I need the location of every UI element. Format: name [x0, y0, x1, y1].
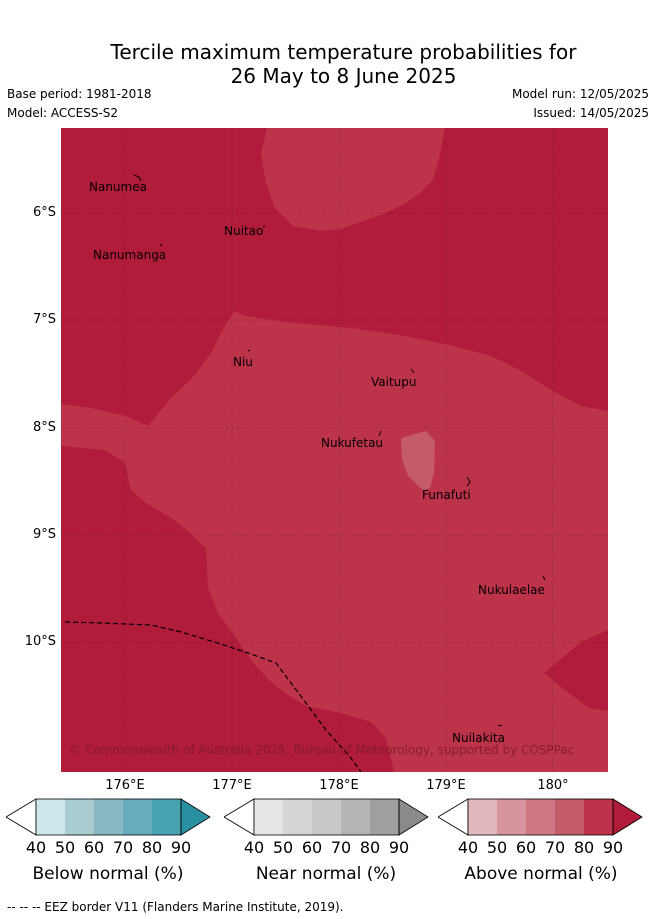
cb-near-tick-80: 80 — [359, 838, 381, 857]
cb-below-label: Below normal (%) — [32, 864, 184, 884]
chart-title: Tercile maximum temperature probabilitie… — [0, 40, 655, 88]
graticule — [61, 128, 608, 772]
lat-label-9s: 9°S — [32, 527, 56, 542]
cb-above-tick-50: 50 — [486, 838, 508, 857]
issued-date: Issued: 14/05/2025 — [533, 106, 649, 120]
cb-near-tick-60: 60 — [301, 838, 323, 857]
lon-label-177e: 177°E — [212, 778, 252, 793]
cb-above-50 — [497, 799, 526, 835]
lat-label-7s: 7°S — [32, 312, 56, 327]
above-80-north-region — [261, 128, 445, 231]
title-line-2: 26 May to 8 June 2025 — [230, 64, 457, 88]
place-label-nukufetau: Nukufetau — [321, 436, 383, 450]
cb-near-70 — [341, 799, 370, 835]
cb-above-80 — [584, 799, 613, 835]
cb-below-50 — [65, 799, 94, 835]
cb-above-tick-60: 60 — [515, 838, 537, 857]
cb-near-tick-50: 50 — [272, 838, 294, 857]
cb-below-tick-90: 90 — [170, 838, 192, 857]
model-run: Model run: 12/05/2025 — [511, 87, 649, 101]
colorbar-above-normal — [438, 798, 643, 836]
place-label-niu: Niu — [233, 355, 253, 369]
cb-above-tick-80: 80 — [573, 838, 595, 857]
cb-near-tick-40: 40 — [243, 838, 265, 857]
cb-below-tick-60: 60 — [83, 838, 105, 857]
place-label-nukulaelae: Nukulaelae — [478, 583, 545, 597]
cb-below-tick-40: 40 — [25, 838, 47, 857]
lon-label-178e: 178°E — [319, 778, 359, 793]
cb-below-80 — [152, 799, 181, 835]
place-label-nanumanga: Nanumanga — [93, 248, 166, 262]
lat-label-10s: 10°S — [24, 634, 56, 649]
cb-near-40 — [254, 799, 283, 835]
cb-below-tick-80: 80 — [141, 838, 163, 857]
cb-near-label: Near normal (%) — [255, 864, 397, 884]
eez-footer-note: -- -- -- EEZ border V11 (Flanders Marine… — [7, 900, 344, 914]
above-80-region — [61, 311, 608, 772]
cb-below-tick-50: 50 — [54, 838, 76, 857]
place-label-nuilakita: Nuilakita — [452, 731, 505, 745]
cb-above-tick-70: 70 — [544, 838, 566, 857]
cb-above-40 — [468, 799, 497, 835]
lon-label-179e: 179°E — [426, 778, 466, 793]
cb-below-60 — [94, 799, 123, 835]
above-70-patch — [401, 431, 435, 490]
cb-near-tick-90: 90 — [388, 838, 410, 857]
lon-label-180: 180° — [537, 778, 569, 793]
place-label-nanumea: Nanumea — [89, 180, 147, 194]
island-marks — [133, 174, 546, 727]
base-period: Base period: 1981-2018 — [7, 87, 152, 101]
model-name: Model: ACCESS-S2 — [7, 106, 119, 120]
cb-above-70 — [555, 799, 584, 835]
cb-near-tick-70: 70 — [330, 838, 352, 857]
cb-below-tick-70: 70 — [112, 838, 134, 857]
place-label-vaitupu: Vaitupu — [371, 375, 417, 389]
place-label-nuitao: Nuitao — [224, 224, 263, 238]
title-line-1: Tercile maximum temperature probabilitie… — [110, 40, 577, 64]
cb-above-tick-90: 90 — [602, 838, 624, 857]
lat-label-8s: 8°S — [32, 420, 56, 435]
place-label-funafuti: Funafuti — [422, 488, 471, 502]
lat-label-6s: 6°S — [32, 205, 56, 220]
cb-above-tick-40: 40 — [457, 838, 479, 857]
cb-above-label: Above normal (%) — [464, 864, 618, 884]
cb-near-80 — [370, 799, 399, 835]
cb-below-70 — [123, 799, 152, 835]
cb-near-50 — [283, 799, 312, 835]
place-labels: Nanumea Nuitao Nanumanga Niu Vaitupu Nuk… — [89, 180, 545, 745]
eez-border — [64, 621, 362, 772]
colorbar-below-normal — [6, 798, 211, 836]
lon-label-176e: 176°E — [105, 778, 145, 793]
cb-above-60 — [526, 799, 555, 835]
cb-near-60 — [312, 799, 341, 835]
copyright-notice: © Commonwealth of Australia 2025, Bureau… — [69, 743, 574, 757]
cb-below-40 — [36, 799, 65, 835]
colorbar-near-normal — [224, 798, 429, 836]
probability-map: Nanumea Nuitao Nanumanga Niu Vaitupu Nuk… — [61, 128, 608, 772]
